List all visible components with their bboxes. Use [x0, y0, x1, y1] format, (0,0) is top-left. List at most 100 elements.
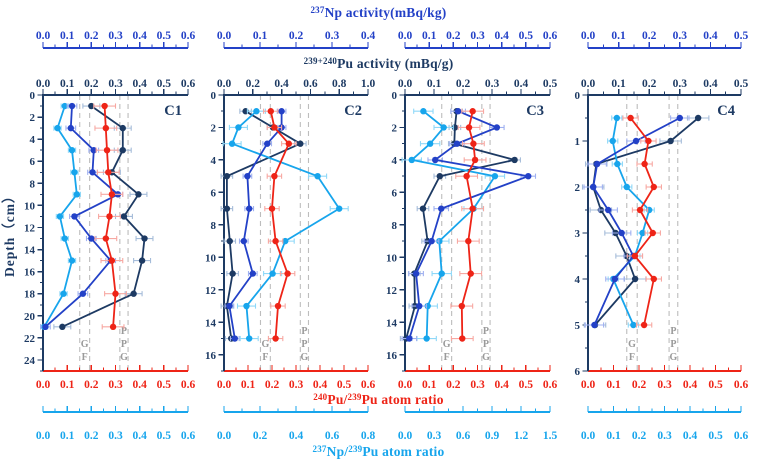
svg-text:6: 6 — [30, 156, 36, 168]
svg-text:F: F — [629, 352, 635, 363]
data-point — [650, 275, 657, 283]
data-point — [618, 229, 625, 237]
svg-text:4: 4 — [211, 155, 217, 167]
svg-text:0.1: 0.1 — [606, 379, 621, 391]
data-point — [640, 321, 648, 329]
svg-text:F: F — [82, 352, 88, 363]
np-activity-axis: 0.0 0.1 0.2 0.3 0.4 0.5 0.6 — [36, 30, 195, 49]
svg-text:0.5: 0.5 — [519, 379, 534, 391]
svg-text:0.1: 0.1 — [427, 78, 442, 90]
svg-text:0.2: 0.2 — [446, 379, 461, 391]
data-point — [284, 270, 291, 277]
data-point — [469, 205, 476, 212]
svg-text:0.3: 0.3 — [289, 379, 304, 391]
svg-text:0.4: 0.4 — [274, 78, 289, 90]
series-np-activity — [401, 108, 537, 342]
svg-text:G: G — [301, 352, 309, 363]
pu-activity-axis: 0.0 0.1 0.2 0.3 0.4 0.5 — [581, 78, 748, 96]
pu-activity-axis: 0.0 0.1 0.2 0.3 0.4 0.5 — [398, 78, 557, 96]
svg-text:0.0: 0.0 — [581, 379, 596, 391]
svg-text:F: F — [444, 352, 450, 363]
data-point — [609, 137, 616, 145]
svg-text:10: 10 — [386, 252, 398, 264]
svg-text:0.6: 0.6 — [734, 379, 749, 391]
svg-text:0.0: 0.0 — [217, 78, 232, 90]
svg-text:14: 14 — [386, 317, 398, 329]
svg-text:14: 14 — [24, 245, 36, 257]
data-point — [440, 124, 447, 131]
svg-text:0.3: 0.3 — [657, 430, 672, 442]
data-point — [228, 140, 236, 147]
svg-text:4: 4 — [392, 155, 398, 167]
data-point — [614, 160, 621, 168]
data-point — [130, 290, 137, 297]
data-point — [491, 172, 499, 180]
data-point — [428, 237, 435, 245]
svg-text:0.3: 0.3 — [470, 30, 485, 42]
svg-text:18: 18 — [24, 289, 36, 301]
svg-text:0.5: 0.5 — [519, 30, 534, 42]
np-activity-axis: 0.0 0.1 0.2 0.3 0.4 0.5 0.6 — [398, 30, 557, 49]
svg-text:5: 5 — [575, 320, 581, 332]
data-point — [264, 140, 271, 147]
svg-text:6: 6 — [211, 187, 217, 199]
data-point — [650, 183, 657, 191]
svg-text:8: 8 — [211, 220, 217, 232]
svg-text:0.3: 0.3 — [427, 430, 442, 442]
svg-text:0.0: 0.0 — [36, 30, 51, 42]
data-point — [467, 270, 474, 277]
svg-text:0.0: 0.0 — [217, 379, 232, 391]
data-point — [465, 124, 473, 131]
svg-text:0.6: 0.6 — [325, 430, 340, 442]
panel-label: C4 — [717, 103, 735, 119]
data-point — [453, 140, 461, 147]
data-point — [102, 235, 110, 242]
svg-text:0.5: 0.5 — [157, 430, 172, 442]
svg-text:0.2: 0.2 — [642, 30, 657, 42]
svg-text:P: P — [301, 339, 307, 350]
data-point — [631, 275, 639, 283]
svg-text:24: 24 — [24, 355, 36, 367]
data-point — [463, 172, 470, 180]
data-point — [471, 156, 479, 164]
data-point — [88, 102, 95, 110]
data-point — [525, 172, 532, 180]
svg-text:0.6: 0.6 — [181, 78, 196, 90]
data-point — [108, 257, 116, 264]
svg-text:0.2: 0.2 — [642, 78, 657, 90]
data-point — [336, 205, 343, 212]
pu-ratio-axis: 0.0 0.1 0.2 0.3 0.4 0.5 0.6 — [581, 365, 749, 391]
data-point — [613, 114, 621, 122]
svg-text:0.4: 0.4 — [683, 379, 698, 391]
svg-text:0.3: 0.3 — [108, 379, 123, 391]
data-point — [235, 124, 242, 131]
svg-text:0.0: 0.0 — [398, 379, 413, 391]
data-point — [71, 213, 78, 220]
data-point — [285, 140, 292, 147]
svg-text:P: P — [670, 339, 676, 350]
panel-label: C3 — [526, 103, 544, 119]
data-point — [459, 335, 466, 342]
data-point — [109, 323, 117, 331]
svg-text:0.4: 0.4 — [132, 379, 147, 391]
svg-text:10: 10 — [24, 200, 36, 212]
np-pu-ratio-axis: 0.0 0.1 0.2 0.3 0.4 0.5 0.6 — [581, 406, 748, 442]
svg-text:0.8: 0.8 — [332, 78, 347, 90]
depth-axis: 0 2 4 6 8 10 12 14 16 — [386, 90, 406, 372]
data-point — [271, 124, 278, 131]
data-point — [119, 147, 126, 154]
data-point — [68, 257, 76, 264]
svg-text:P: P — [670, 326, 676, 337]
series-np-pu-ratio — [40, 102, 82, 331]
data-point — [101, 102, 108, 110]
panel-label: C1 — [164, 103, 182, 119]
data-point — [67, 124, 74, 132]
data-point — [465, 237, 472, 245]
svg-text:3: 3 — [575, 228, 581, 240]
data-point — [412, 270, 420, 277]
